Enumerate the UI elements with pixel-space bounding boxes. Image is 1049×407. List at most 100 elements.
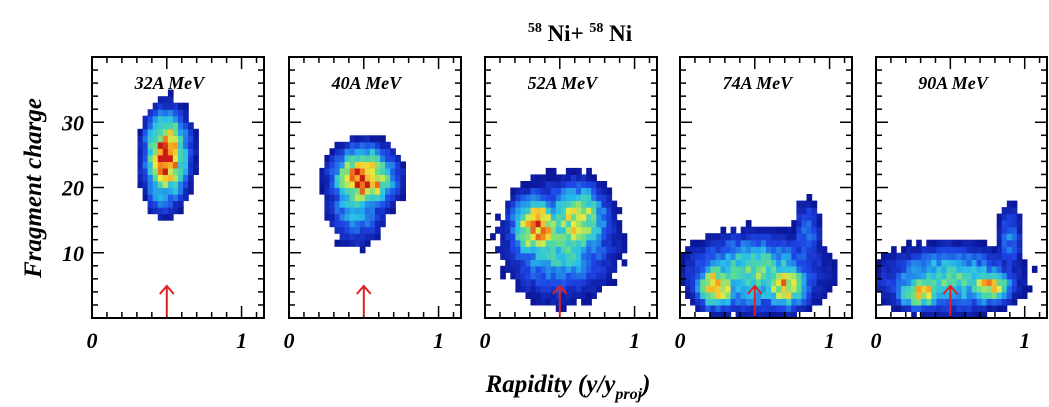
heatmap-5 [876, 200, 1038, 318]
heat-cell [996, 272, 1003, 280]
x-tick-label: 1 [236, 328, 247, 353]
heat-cell [505, 246, 511, 254]
heat-cell [801, 272, 808, 280]
heat-cell [334, 239, 341, 247]
heat-cell [586, 200, 592, 208]
heat-cell [971, 265, 978, 273]
heat-cell [621, 246, 628, 254]
heat-cell [560, 226, 567, 234]
heat-cell [611, 213, 618, 221]
heat-cell [966, 304, 973, 312]
heat-cell [162, 135, 169, 143]
heat-cell [916, 285, 922, 293]
heat-cell [725, 246, 732, 254]
heat-cell [966, 298, 973, 306]
heat-cell [515, 226, 522, 234]
heat-cell [520, 252, 527, 260]
heat-cell [690, 298, 696, 306]
heat-cell [354, 200, 361, 208]
heat-cell [324, 194, 331, 202]
heat-cell [891, 272, 897, 280]
heat-cell [591, 220, 597, 228]
heat-cell [720, 265, 727, 273]
heat-cell [596, 252, 602, 260]
heat-cell [881, 272, 887, 280]
heat-cell [390, 181, 396, 189]
heat-cell [545, 272, 552, 280]
heat-cell [996, 226, 1003, 234]
heat-cell [705, 272, 711, 280]
heat-cell [715, 278, 722, 286]
heat-cell [364, 161, 371, 169]
heat-cell [555, 213, 562, 221]
heat-cell [329, 207, 336, 215]
heat-cell [606, 213, 613, 221]
heat-cell [1011, 246, 1018, 254]
heat-cell [771, 272, 777, 280]
heat-cell [685, 246, 691, 254]
heat-cell [162, 109, 169, 117]
heat-cell [700, 272, 706, 280]
heat-cell [167, 115, 174, 123]
heat-cell [796, 239, 803, 247]
heat-cell [530, 207, 537, 215]
heat-cell [750, 304, 757, 312]
x-axis-label-end: ) [640, 371, 650, 398]
heat-cell [162, 187, 169, 195]
heat-cell [565, 194, 572, 202]
heat-cell [581, 187, 587, 195]
heat-cell [515, 239, 522, 247]
heat-cell [571, 259, 577, 267]
heat-cell [961, 285, 968, 293]
heat-cell [806, 285, 813, 293]
heat-cell [565, 278, 572, 286]
heat-cell [535, 278, 542, 286]
heat-cell [1001, 259, 1008, 267]
heat-cell [791, 291, 797, 299]
heat-cell [750, 259, 757, 267]
heat-cell [996, 213, 1003, 221]
heat-cell [581, 220, 587, 228]
heat-cell [931, 246, 937, 254]
heat-cell [525, 213, 532, 221]
heat-cell [781, 298, 787, 306]
heat-cell [324, 187, 331, 195]
heat-cell [816, 285, 823, 293]
heat-cell [750, 239, 757, 247]
heat-cell [705, 252, 711, 260]
heat-cell [811, 200, 818, 208]
heat-cell [520, 207, 527, 215]
heat-cell [966, 285, 973, 293]
heat-cell [745, 298, 752, 306]
heat-cell [796, 278, 803, 286]
heat-cell [334, 207, 341, 215]
heat-cell [576, 265, 582, 273]
heat-cell [766, 259, 772, 267]
heat-cell [596, 246, 602, 254]
heat-cell [705, 259, 711, 267]
heat-cell [515, 200, 522, 208]
heat-cell [375, 181, 381, 189]
heat-cell [896, 298, 902, 306]
heat-cell [324, 161, 331, 169]
heat-cell [616, 246, 623, 254]
heat-cell [776, 285, 782, 293]
heat-cell [616, 207, 623, 215]
heat-cell [791, 265, 797, 273]
heat-cell [991, 298, 998, 306]
heat-cell [349, 174, 356, 182]
heat-cell [540, 181, 547, 189]
heat-cell [375, 174, 381, 182]
heat-cell [576, 239, 582, 247]
heat-cell [550, 239, 557, 247]
heat-cell [916, 259, 922, 267]
heat-cell [581, 226, 587, 234]
heat-cell [550, 181, 557, 189]
heat-cell [178, 148, 184, 156]
heat-cell [755, 278, 762, 286]
heat-cell [520, 226, 527, 234]
heat-cell [981, 259, 988, 267]
x-tick-label: 0 [284, 328, 295, 353]
heat-cell [936, 285, 942, 293]
